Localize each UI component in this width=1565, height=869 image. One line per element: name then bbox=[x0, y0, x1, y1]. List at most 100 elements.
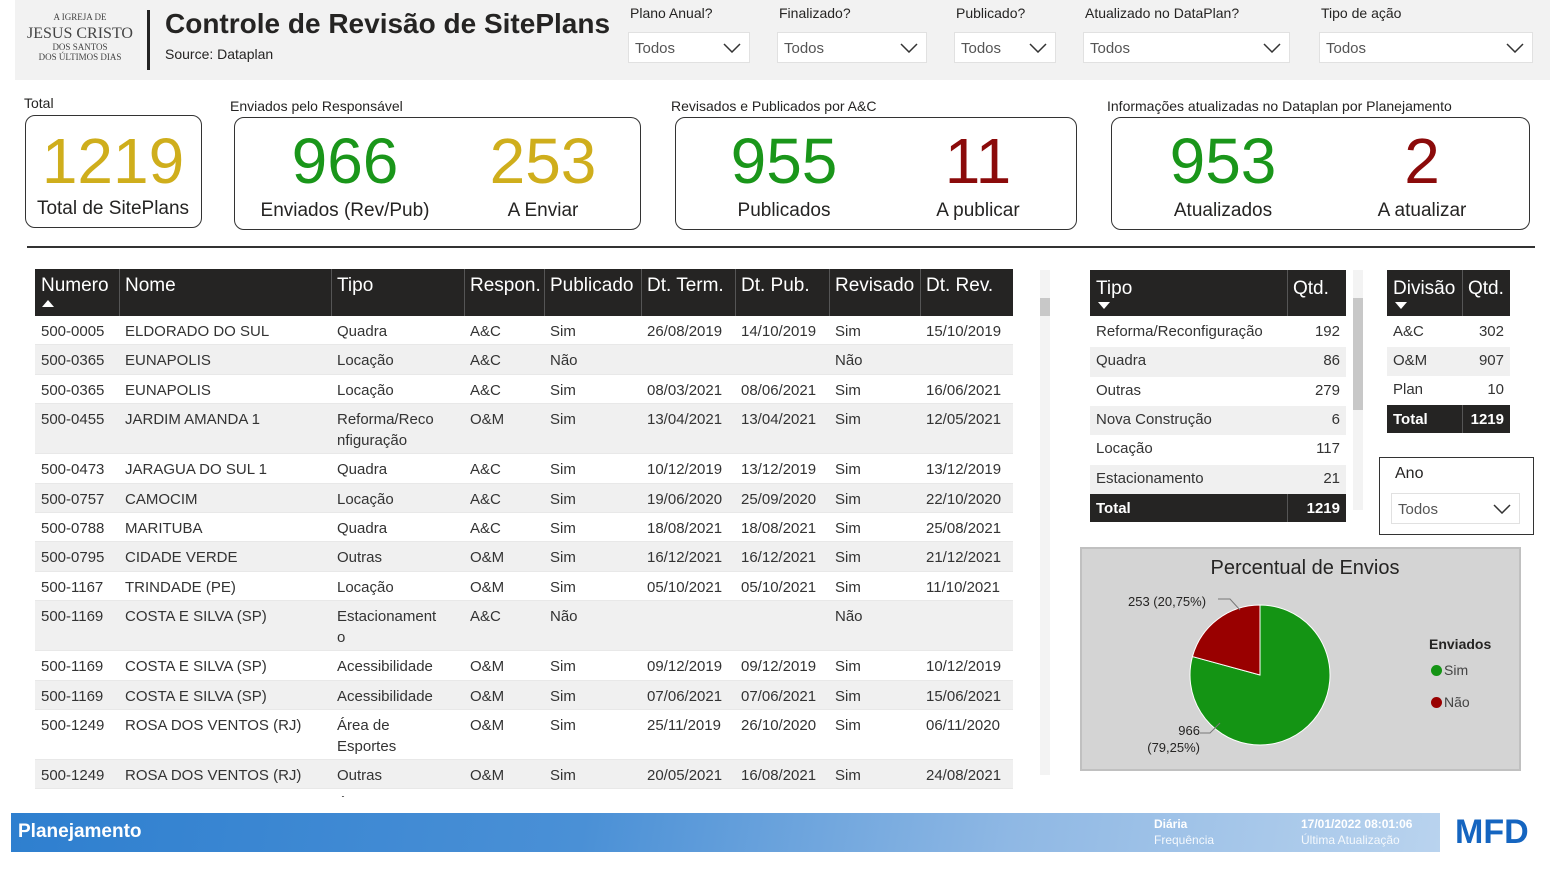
dropdown[interactable]: Todos bbox=[1391, 493, 1520, 524]
table-cell: 05/10/2021 bbox=[647, 578, 723, 596]
table-cell: Sim bbox=[835, 490, 861, 508]
table-row: A&C 302 bbox=[1387, 318, 1510, 347]
table-cell: 500-1249 bbox=[41, 767, 105, 784]
column-divider bbox=[1287, 270, 1288, 316]
table-cell: A&C bbox=[470, 352, 501, 370]
table-cell: Sim bbox=[835, 520, 861, 537]
table-cell: 500-1249 bbox=[41, 717, 105, 734]
table-cell: ELDORADO DO SUL bbox=[125, 323, 270, 340]
data-label: 966 (79,25%) bbox=[1147, 723, 1200, 755]
column-header[interactable]: Tipo bbox=[337, 275, 374, 296]
column-header[interactable]: Divisão bbox=[1393, 278, 1456, 299]
table-cell: Não bbox=[835, 608, 863, 626]
column-header[interactable]: Dt. Term. bbox=[647, 275, 724, 296]
table-cell: 500-0365 bbox=[41, 352, 105, 370]
table-row: 500-1169 COSTA E SILVA (SP) Estacionamento… bbox=[35, 601, 1013, 652]
table-cell: O&M bbox=[470, 717, 505, 734]
table-cell: O&M bbox=[470, 578, 505, 596]
table-cell: 18/08/2021 bbox=[647, 520, 723, 537]
table-cell: MARITUBA bbox=[125, 520, 203, 537]
table-cell: O&M bbox=[1393, 352, 1428, 369]
table-cell: Sim bbox=[835, 717, 861, 734]
table-row: 500-1249 ROSA DOS VENTOS (RJ) Outras O&M Sim… bbox=[35, 760, 1013, 790]
table-cell: Locação bbox=[337, 490, 394, 508]
column-header[interactable]: Dt. Rev. bbox=[926, 275, 994, 296]
table-cell: 500-0455 bbox=[41, 411, 105, 429]
dropdown[interactable]: Todos bbox=[954, 32, 1056, 63]
card-value: 955 bbox=[730, 125, 838, 197]
filter-label: Tipo de ação bbox=[1321, 5, 1402, 21]
table-cell: O&M bbox=[470, 549, 505, 567]
table-row: 500-0365 EUNAPOLIS Locação A&C Sim 08/03/2021… bbox=[35, 374, 1013, 405]
table-row: 500-0795 CIDADE VERDE Outras O&M Sim 16/12/20… bbox=[35, 542, 1013, 572]
footer-text: 17/01/2022 08:01:06 bbox=[1301, 817, 1413, 831]
leader-line bbox=[1200, 722, 1221, 734]
dropdown[interactable]: Todos bbox=[1319, 32, 1533, 63]
column-header[interactable]: Qtd. bbox=[1293, 278, 1329, 299]
table-cell: 08/06/2021 bbox=[741, 381, 817, 399]
table-cell: O&M bbox=[470, 767, 505, 784]
scrollbar[interactable] bbox=[1353, 270, 1363, 510]
column-header[interactable]: Revisado bbox=[835, 275, 915, 296]
table-cell: Sim bbox=[550, 717, 576, 734]
table-cell: Sim bbox=[550, 658, 576, 676]
column-header[interactable]: Publicado bbox=[550, 275, 634, 296]
table-cell: 500-1169 bbox=[41, 687, 104, 705]
table-cell: Total bbox=[1393, 411, 1428, 428]
column-header[interactable]: Nome bbox=[125, 275, 176, 296]
separator bbox=[27, 246, 1535, 248]
chart-title: Percentual de Envios bbox=[1210, 557, 1400, 579]
table-cell: Área de Esportes bbox=[337, 789, 441, 797]
column-header[interactable]: Tipo bbox=[1096, 278, 1133, 299]
chevron bbox=[1029, 43, 1047, 53]
table-cell: CAMOCIM bbox=[125, 490, 198, 508]
legend-entry[interactable]: Sim bbox=[1444, 662, 1469, 678]
table-cell: 10/12/2019 bbox=[647, 461, 723, 479]
pie-slice bbox=[1191, 604, 1261, 676]
scrollbar[interactable] bbox=[1040, 270, 1050, 775]
pie-chart bbox=[1189, 598, 1331, 746]
card-value: 966 bbox=[291, 125, 399, 197]
dropdown-value: Todos bbox=[1398, 501, 1439, 518]
sort-arrow bbox=[1395, 302, 1407, 309]
data-label: 253 (20,75%) bbox=[1128, 594, 1207, 609]
table-cell: 26/11/2019 bbox=[741, 789, 827, 797]
table-cell: 24/08/2021 bbox=[926, 767, 1002, 784]
column-header[interactable]: Respon. bbox=[470, 275, 541, 296]
column-header[interactable]: Numero bbox=[41, 275, 109, 296]
card-value: 253 bbox=[489, 125, 597, 197]
table-cell: 05/10/2021 bbox=[741, 578, 817, 596]
dropdown[interactable]: Todos bbox=[628, 32, 750, 63]
table-row: Locação 117 bbox=[1090, 435, 1346, 465]
table-cell: Sim bbox=[835, 658, 861, 676]
table-cell: Locação bbox=[337, 578, 394, 596]
table-row: Quadra 86 bbox=[1090, 347, 1346, 377]
card: 966 Enviados (Rev/Pub) 253 A Enviar bbox=[234, 117, 641, 230]
table-cell: 1219 bbox=[1306, 499, 1340, 517]
legend-entry[interactable]: Não bbox=[1444, 694, 1470, 710]
dropdown[interactable]: Todos bbox=[777, 32, 927, 63]
column-divider bbox=[1462, 405, 1463, 433]
table-cell: Sim bbox=[550, 767, 576, 784]
table-cell: A&C bbox=[470, 461, 501, 479]
table-cell: JARDIM AMANDA 1 bbox=[125, 411, 261, 429]
chevron bbox=[900, 43, 918, 53]
table-cell: Nova Construção bbox=[1096, 410, 1212, 428]
card: 1219 Total de SitePlans bbox=[25, 115, 202, 228]
card-label: Total de SitePlans bbox=[36, 198, 190, 219]
table-cell: EUNAPOLIS bbox=[125, 381, 211, 399]
card-label: A publicar bbox=[936, 200, 1020, 221]
table-cell: Locação bbox=[337, 352, 394, 370]
chevron bbox=[1493, 504, 1511, 514]
dropdown[interactable]: Todos bbox=[1083, 32, 1290, 63]
column-header[interactable]: Dt. Pub. bbox=[741, 275, 810, 296]
table-cell: 16/12/2021 bbox=[647, 549, 723, 567]
table-cell: Outras bbox=[1096, 381, 1142, 399]
card-title: Revisados e Publicados por A&C bbox=[671, 98, 877, 114]
column-header[interactable]: Qtd. bbox=[1468, 278, 1504, 299]
table-cell: RECANTO DAS EMAS bbox=[125, 789, 329, 797]
card-value: 11 bbox=[944, 125, 1012, 197]
leader-line bbox=[1218, 598, 1241, 611]
table-cell: Sim bbox=[550, 687, 576, 705]
